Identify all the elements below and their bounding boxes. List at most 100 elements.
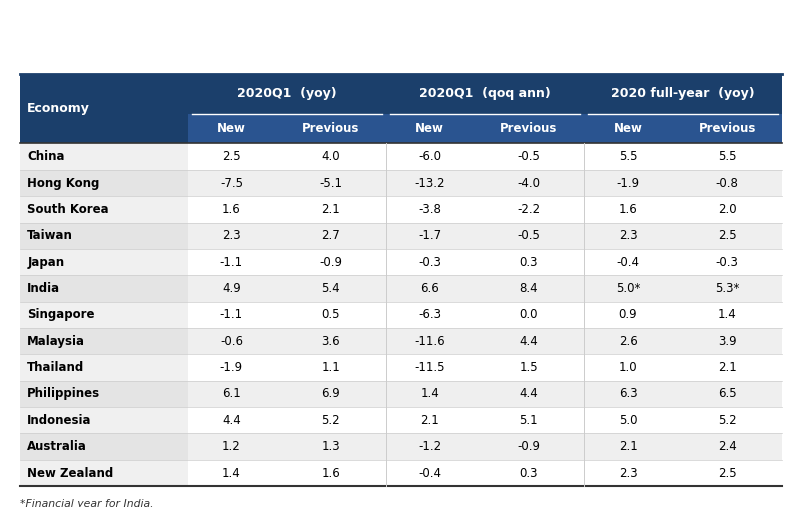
Text: Indonesia: Indonesia <box>27 414 92 427</box>
Bar <box>672 407 782 433</box>
Text: -7.5: -7.5 <box>220 176 243 190</box>
Text: 5.1: 5.1 <box>519 414 538 427</box>
Text: 0.0: 0.0 <box>520 308 538 321</box>
Bar <box>386 196 474 223</box>
Bar <box>386 249 474 275</box>
Bar <box>386 275 474 302</box>
Bar <box>386 433 474 460</box>
Text: -11.5: -11.5 <box>414 361 445 374</box>
Bar <box>584 249 672 275</box>
Text: 2.1: 2.1 <box>618 440 638 453</box>
Text: -5.1: -5.1 <box>319 176 342 190</box>
Text: Singapore: Singapore <box>27 308 94 321</box>
Bar <box>584 460 672 486</box>
Text: 5.0*: 5.0* <box>616 282 640 295</box>
Bar <box>187 170 275 196</box>
Bar <box>386 74 584 114</box>
Text: Hong Kong: Hong Kong <box>27 176 99 190</box>
Bar <box>584 170 672 196</box>
Text: 2.1: 2.1 <box>718 361 737 374</box>
Bar <box>187 407 275 433</box>
Bar <box>20 143 187 170</box>
Bar <box>474 196 584 223</box>
Bar <box>275 114 386 143</box>
Text: New: New <box>614 122 642 135</box>
Text: New Zealand: New Zealand <box>27 466 114 480</box>
Text: 1.3: 1.3 <box>322 440 340 453</box>
Bar <box>187 74 386 114</box>
Text: Economy: Economy <box>27 102 90 115</box>
Bar <box>187 328 275 354</box>
Bar <box>275 354 386 381</box>
Bar <box>672 302 782 328</box>
Text: -0.5: -0.5 <box>518 150 540 163</box>
Bar <box>187 223 275 249</box>
Text: 6.1: 6.1 <box>222 387 241 401</box>
Text: 6.3: 6.3 <box>618 387 638 401</box>
Text: -1.1: -1.1 <box>220 308 243 321</box>
Bar <box>672 275 782 302</box>
Text: 0.9: 0.9 <box>618 308 638 321</box>
Text: -13.2: -13.2 <box>414 176 445 190</box>
Bar <box>187 302 275 328</box>
Text: *Financial year for India.: *Financial year for India. <box>20 499 154 507</box>
Bar <box>275 249 386 275</box>
Bar <box>275 196 386 223</box>
Text: 0.5: 0.5 <box>322 308 340 321</box>
Bar <box>672 170 782 196</box>
Bar <box>20 460 187 486</box>
Text: South Korea: South Korea <box>27 203 109 216</box>
Bar <box>672 143 782 170</box>
Text: -0.3: -0.3 <box>418 256 441 269</box>
Text: -0.9: -0.9 <box>518 440 540 453</box>
Text: -0.4: -0.4 <box>617 256 639 269</box>
Text: Philippines: Philippines <box>27 387 100 401</box>
Bar <box>187 381 275 407</box>
Bar <box>386 328 474 354</box>
Bar <box>584 196 672 223</box>
Bar <box>672 460 782 486</box>
Bar <box>275 170 386 196</box>
Bar <box>187 114 275 143</box>
Text: 2.0: 2.0 <box>718 203 737 216</box>
Text: -6.0: -6.0 <box>418 150 442 163</box>
Text: 5.5: 5.5 <box>618 150 638 163</box>
Bar <box>20 170 187 196</box>
Text: 4.4: 4.4 <box>222 414 241 427</box>
Bar <box>474 460 584 486</box>
Bar <box>275 275 386 302</box>
Bar <box>386 381 474 407</box>
Bar <box>187 196 275 223</box>
Text: 2.1: 2.1 <box>321 203 340 216</box>
Bar <box>386 170 474 196</box>
Bar <box>584 381 672 407</box>
Text: -4.0: -4.0 <box>518 176 540 190</box>
Bar <box>672 223 782 249</box>
Bar <box>386 223 474 249</box>
Bar <box>474 114 584 143</box>
Bar <box>275 381 386 407</box>
Text: 6.5: 6.5 <box>718 387 737 401</box>
Bar <box>584 114 672 143</box>
Bar <box>584 74 782 114</box>
Text: 5.4: 5.4 <box>322 282 340 295</box>
Text: 5.2: 5.2 <box>322 414 340 427</box>
Bar <box>672 433 782 460</box>
Text: -0.9: -0.9 <box>319 256 342 269</box>
Bar <box>187 354 275 381</box>
Text: China: China <box>27 150 65 163</box>
Bar <box>584 302 672 328</box>
Bar <box>20 223 187 249</box>
Bar <box>474 143 584 170</box>
Text: 0.3: 0.3 <box>520 256 538 269</box>
Bar <box>672 196 782 223</box>
Bar <box>672 249 782 275</box>
Bar <box>20 328 187 354</box>
Bar <box>275 223 386 249</box>
Bar <box>584 433 672 460</box>
Text: 2020Q1  (yoy): 2020Q1 (yoy) <box>237 87 337 100</box>
Text: 2.6: 2.6 <box>618 335 638 348</box>
Text: 6.6: 6.6 <box>420 282 439 295</box>
Text: 3.6: 3.6 <box>322 335 340 348</box>
Text: -0.8: -0.8 <box>716 176 738 190</box>
